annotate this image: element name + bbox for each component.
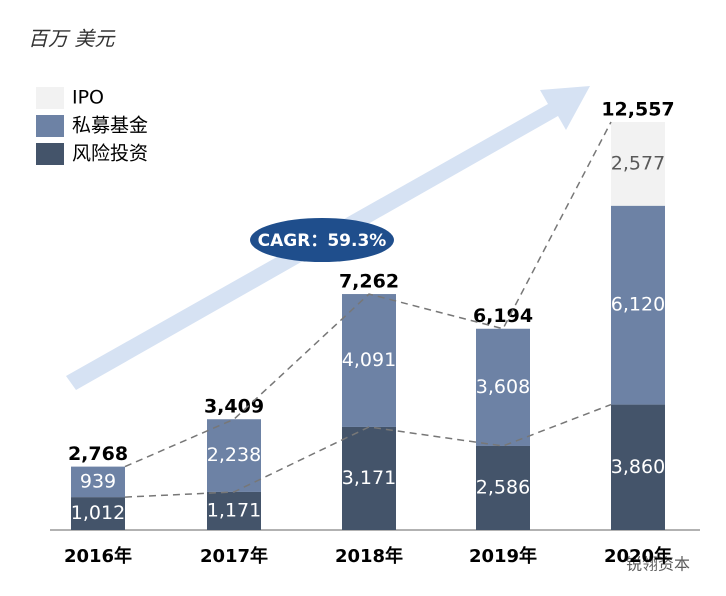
unit-label: 百万 美元 xyxy=(28,27,116,51)
vc-trend-line xyxy=(124,403,612,498)
cagr-badge xyxy=(250,218,394,262)
bar-segment xyxy=(207,491,261,530)
legend-label: 风险投资 xyxy=(72,143,148,165)
x-tick-label: 2017年 xyxy=(200,545,268,567)
bar-segment xyxy=(71,466,125,498)
x-tick-label: 2020年 xyxy=(604,545,672,567)
bar-segment xyxy=(71,497,125,530)
bar-segment xyxy=(476,445,530,530)
total-label: 6,194 xyxy=(473,305,533,327)
legend-swatch xyxy=(36,87,64,109)
bar-segment xyxy=(611,205,665,405)
cagr-label: CAGR：59.3% xyxy=(258,231,387,251)
value-label: 4,091 xyxy=(342,349,396,371)
legend-label: IPO xyxy=(72,87,104,109)
watermark: 锐翎资本 xyxy=(626,555,690,574)
value-label: 1,171 xyxy=(207,499,261,521)
bar-segment xyxy=(476,328,530,446)
bar-segment xyxy=(342,294,396,427)
total-label: 12,557 xyxy=(601,99,674,121)
legend-swatch xyxy=(36,143,64,165)
total-trend-line xyxy=(124,121,612,468)
value-label: 2,586 xyxy=(476,476,530,498)
x-tick-label: 2016年 xyxy=(64,545,132,567)
value-label: 6,120 xyxy=(611,294,665,316)
legend-swatch xyxy=(36,115,64,137)
bar-segment xyxy=(207,419,261,492)
x-tick-label: 2019年 xyxy=(469,545,537,567)
total-label: 2,768 xyxy=(68,443,128,465)
value-label: 3,860 xyxy=(611,456,665,478)
value-label: 3,171 xyxy=(342,467,396,489)
value-label: 2,238 xyxy=(207,444,261,466)
bar-segment xyxy=(611,122,665,206)
total-label: 3,409 xyxy=(204,396,264,418)
bar-segment xyxy=(342,426,396,530)
value-label: 1,012 xyxy=(71,502,125,524)
x-tick-label: 2018年 xyxy=(335,545,403,567)
bar-segment xyxy=(611,404,665,530)
value-label: 3,608 xyxy=(476,376,530,398)
value-label: 2,577 xyxy=(611,152,665,174)
total-label: 7,262 xyxy=(339,271,399,293)
value-label: 939 xyxy=(80,470,116,492)
legend-label: 私募基金 xyxy=(72,115,148,137)
